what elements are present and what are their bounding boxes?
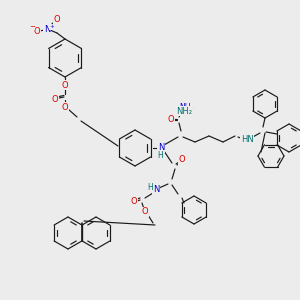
Text: O: O: [62, 80, 68, 89]
Text: N: N: [153, 185, 159, 194]
Text: −: −: [29, 24, 35, 30]
Text: H: H: [157, 152, 163, 160]
Text: H: H: [189, 109, 193, 113]
Text: N: N: [44, 25, 50, 34]
Text: H: H: [147, 184, 153, 193]
Text: O: O: [168, 116, 174, 124]
Text: +: +: [50, 25, 54, 29]
Text: HN: HN: [241, 136, 254, 145]
Text: O: O: [34, 28, 40, 37]
Text: NH: NH: [180, 110, 192, 118]
Text: O: O: [142, 208, 148, 217]
Text: O: O: [131, 197, 137, 206]
Text: NH₂: NH₂: [176, 106, 192, 116]
Text: N: N: [158, 143, 164, 152]
Text: O: O: [52, 94, 58, 103]
Text: NH₂: NH₂: [180, 103, 194, 112]
Text: O: O: [62, 103, 68, 112]
Text: O: O: [54, 14, 60, 23]
Text: O: O: [179, 155, 185, 164]
